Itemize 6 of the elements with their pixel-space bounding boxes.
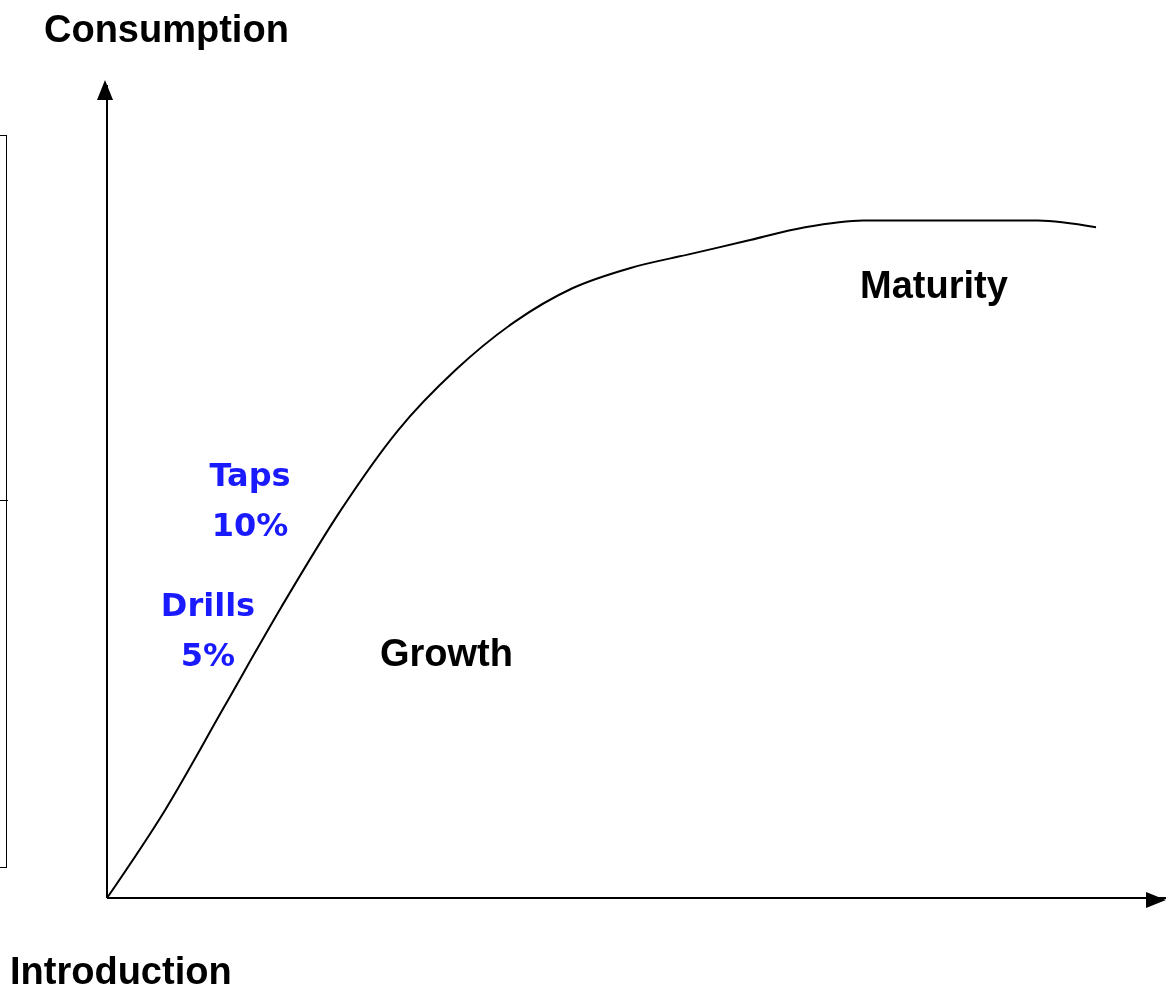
y-axis-title: Consumption <box>44 8 289 51</box>
annotation: Growth <box>380 632 514 675</box>
text: Introduction <box>10 950 233 993</box>
annotation: Maturity <box>860 264 1009 307</box>
annotation: Taps 10% <box>208 455 292 546</box>
annotation: Drills 5% <box>159 585 257 676</box>
